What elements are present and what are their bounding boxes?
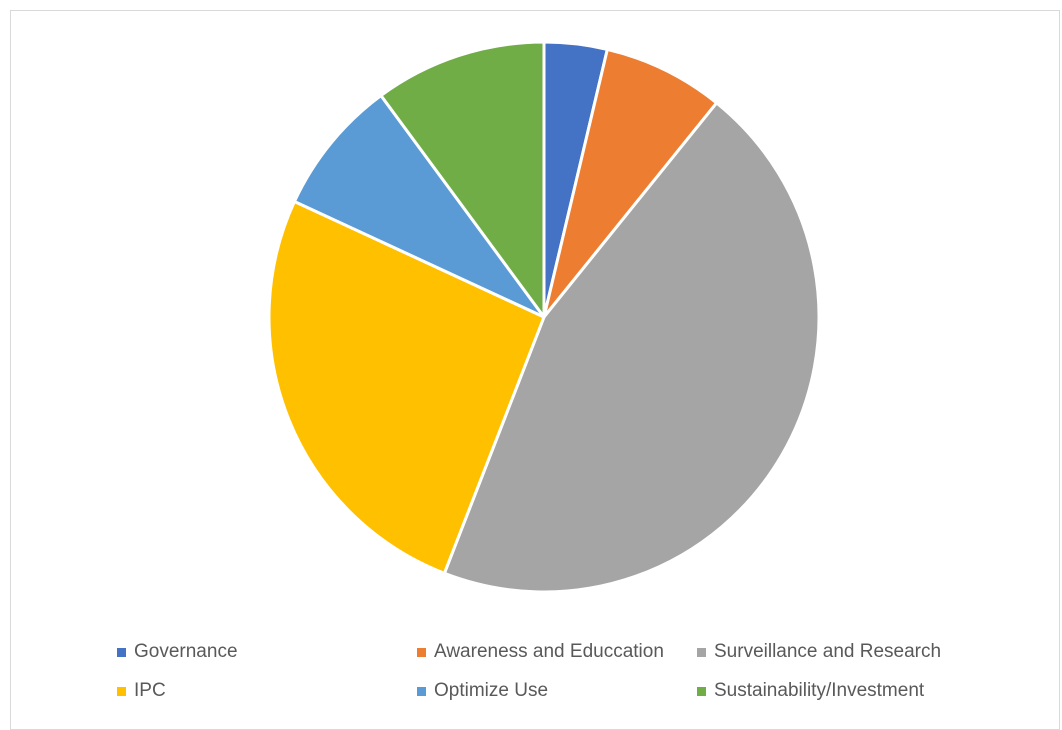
legend-label: Awareness and Educcation xyxy=(434,641,664,662)
pie-slice-optimize-use xyxy=(292,94,546,319)
legend-label: Sustainability/Investment xyxy=(714,680,925,701)
legend-swatch xyxy=(117,647,126,657)
legend-label: Governance xyxy=(134,641,238,662)
legend-swatch xyxy=(697,686,706,696)
pie-slice-awareness-and-educcation xyxy=(542,47,719,319)
legend-item: Awareness and Educcation xyxy=(417,641,697,663)
legend-label: Surveillance and Research xyxy=(714,641,942,662)
legend-swatch xyxy=(417,647,426,657)
legend-item: IPC xyxy=(117,680,417,702)
pie-slice-ipc xyxy=(267,199,546,575)
pie-slice-surveillance-and-research xyxy=(442,101,821,594)
legend-item: Surveillance and Research xyxy=(697,641,1017,663)
legend-item: Governance xyxy=(117,641,417,663)
legend: Governance Awareness and Educcation Survei… xyxy=(117,641,1017,702)
legend-swatch xyxy=(117,686,126,696)
legend-label: Optimize Use xyxy=(434,680,549,701)
pie-slice-sustainability-investment xyxy=(379,40,546,319)
chart-area: Governance Awareness and Educcation Survei… xyxy=(10,10,1060,730)
pie-chart xyxy=(267,40,821,594)
legend-item: Sustainability/Investment xyxy=(697,680,1017,702)
legend-swatch xyxy=(697,647,706,657)
legend-item: Optimize Use xyxy=(417,680,697,702)
legend-swatch xyxy=(417,686,426,696)
legend-label: IPC xyxy=(134,680,166,701)
